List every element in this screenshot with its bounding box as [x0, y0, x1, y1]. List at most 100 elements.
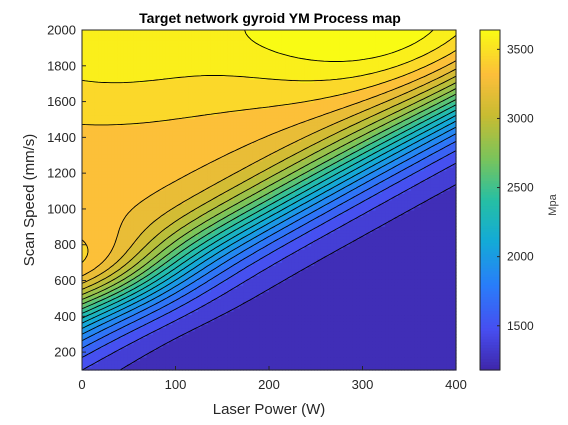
contour-cell [372, 347, 376, 351]
contour-cell [275, 363, 280, 368]
contour-cell [368, 343, 373, 348]
contour-cell [172, 294, 177, 299]
contour-cell [227, 343, 231, 348]
contour-cell [394, 288, 399, 293]
contour-cell [397, 291, 402, 296]
contour-cell [169, 330, 173, 335]
contour-cell [146, 347, 151, 351]
contour-cell [162, 347, 167, 351]
contour-cell [111, 291, 115, 296]
contour-cell [372, 307, 376, 312]
contour-cell [223, 356, 228, 361]
contour-cell [407, 298, 412, 302]
contour-cell [430, 275, 435, 280]
contour-cell [304, 366, 309, 371]
contour-cell [449, 356, 454, 361]
contour-cell [98, 347, 102, 351]
contour-cell [120, 324, 125, 329]
contour-cell [356, 320, 360, 325]
contour-cell [152, 294, 157, 299]
contour-cell [414, 337, 418, 342]
contour-cell [359, 288, 364, 293]
contour-cell [404, 337, 409, 342]
contour-cell [327, 334, 331, 338]
contour-cell [140, 320, 144, 325]
contour-cell [436, 347, 441, 351]
contour-cell [275, 304, 280, 309]
contour-cell [146, 337, 151, 342]
contour-cell [281, 291, 286, 296]
contour-cell [188, 343, 193, 348]
contour-cell [191, 294, 196, 299]
contour-cell [259, 288, 264, 293]
contour-cell [214, 307, 219, 312]
contour-cell [194, 356, 199, 361]
contour-cell [246, 327, 251, 332]
contour-cell [330, 307, 335, 312]
contour-cell [172, 301, 177, 306]
contour-cell [423, 314, 428, 319]
contour-cell [188, 366, 193, 371]
contour-cell [385, 311, 389, 316]
contour-cell [120, 314, 125, 319]
contour-cell [278, 311, 283, 316]
contour-cell [262, 301, 267, 306]
contour-cell [265, 337, 270, 342]
contour-cell [114, 301, 119, 306]
contour-cell [249, 327, 254, 332]
contour-cell [169, 350, 173, 355]
contour-cell [188, 314, 193, 319]
contour-cell [310, 314, 315, 319]
contour-cell [426, 281, 431, 286]
contour-cell [130, 291, 135, 296]
contour-cell [198, 356, 202, 361]
contour-cell [227, 360, 231, 365]
contour-cell [149, 301, 154, 306]
contour-cell [278, 353, 283, 358]
contour-cell [217, 350, 222, 355]
contour-cell [88, 304, 93, 309]
contour-cell [136, 350, 141, 355]
contour-cell [165, 330, 170, 335]
contour-cell [230, 285, 235, 289]
contour-cell [94, 363, 99, 368]
contour-cell [388, 288, 393, 293]
contour-cell [178, 353, 183, 358]
chart-title: Target network gyroid YM Process map [139, 10, 401, 26]
contour-cell [272, 360, 277, 365]
contour-cell [404, 314, 409, 319]
contour-cell [239, 304, 244, 309]
contour-cell [175, 366, 180, 371]
contour-cell [356, 324, 360, 329]
plot-area [81, 29, 457, 371]
contour-cell [127, 317, 131, 322]
contour-cell [433, 350, 438, 355]
contour-cell [194, 301, 199, 306]
contour-cell [320, 278, 325, 283]
contour-cell [275, 337, 280, 342]
contour-cell [204, 350, 209, 355]
contour-cell [414, 330, 418, 335]
contour-cell [246, 317, 251, 322]
contour-cell [223, 337, 228, 342]
contour-cell [307, 307, 312, 312]
contour-cell [404, 350, 409, 355]
contour-cell [320, 298, 325, 302]
contour-cell [343, 356, 347, 361]
contour-cell [259, 281, 264, 286]
contour-cell [304, 291, 309, 296]
contour-cell [298, 324, 302, 329]
contour-cell [94, 307, 99, 312]
contour-cell [201, 314, 206, 319]
contour-cell [391, 337, 396, 342]
contour-cell [165, 298, 170, 302]
contour-cell [397, 366, 402, 371]
contour-cell [181, 301, 186, 306]
contour-cell [136, 320, 141, 325]
contour-cell [214, 363, 219, 368]
contour-cell [343, 347, 347, 351]
contour-cell [410, 288, 415, 293]
contour-cell [449, 311, 454, 316]
contour-cell [172, 271, 177, 276]
contour-cell [343, 294, 347, 299]
